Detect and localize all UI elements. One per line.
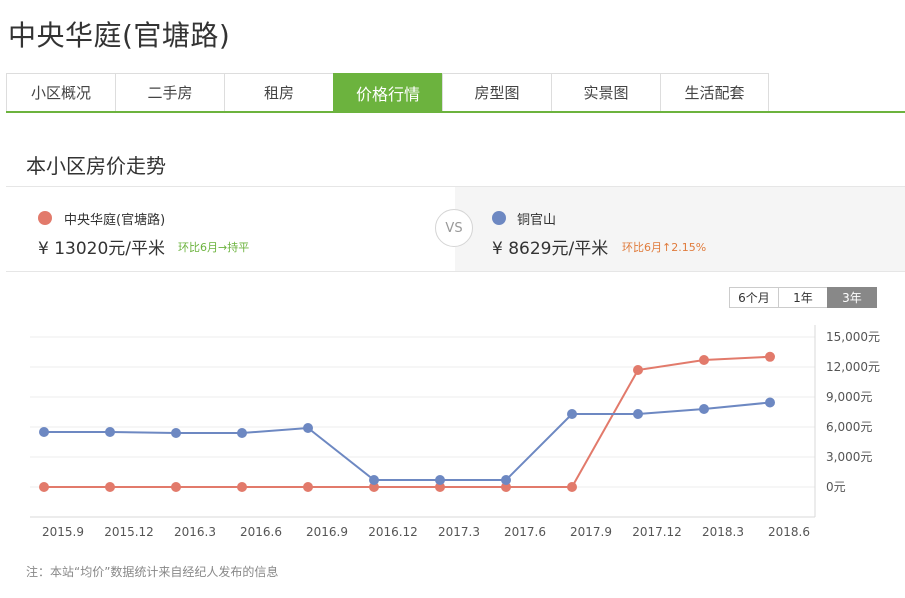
y-tick-label: 12,000元 bbox=[826, 360, 880, 374]
series-line-community bbox=[44, 355, 771, 488]
district-change: 环比6月↑2.15% bbox=[622, 241, 707, 254]
data-point-community bbox=[171, 482, 181, 492]
tab-bar: 小区概况 二手房 租房 价格行情 房型图 实景图 生活配套 bbox=[6, 73, 769, 112]
y-tick-label: 9,000元 bbox=[826, 390, 872, 404]
data-point-community bbox=[303, 482, 313, 492]
data-point-community bbox=[633, 365, 643, 375]
x-tick-label: 2018.3 bbox=[702, 525, 744, 539]
data-point-district bbox=[699, 404, 709, 414]
data-point-district bbox=[435, 475, 445, 485]
data-point-district bbox=[303, 423, 313, 433]
data-point-district bbox=[171, 428, 181, 438]
tab-price-trend[interactable]: 价格行情 bbox=[333, 73, 442, 112]
tab-underline bbox=[6, 111, 905, 113]
page-title: 中央华庭(官塘路) bbox=[8, 19, 231, 52]
data-point-community bbox=[501, 482, 511, 492]
range-1-year-button[interactable]: 1年 bbox=[778, 287, 828, 308]
tab-photos[interactable]: 实景图 bbox=[551, 73, 660, 112]
community-name: 中央华庭(官塘路) bbox=[64, 213, 166, 228]
x-tick-label: 2015.9 bbox=[42, 525, 84, 539]
y-tick-label: 0元 bbox=[826, 480, 846, 494]
price-trend-chart: 0元 3,000元 6,000元 9,000元 12,000元 15,000元 2015.9… bbox=[30, 325, 880, 539]
district-name: 铜官山 bbox=[517, 213, 557, 228]
vs-badge: VS bbox=[435, 209, 473, 247]
data-point-district bbox=[567, 409, 577, 419]
tab-floor-plans[interactable]: 房型图 bbox=[442, 73, 551, 112]
data-point-district bbox=[369, 475, 379, 485]
data-point-district bbox=[39, 427, 49, 437]
data-point-community bbox=[699, 355, 709, 365]
x-tick-label: 2016.9 bbox=[306, 525, 348, 539]
data-point-district bbox=[105, 427, 115, 437]
y-tick-label: 6,000元 bbox=[826, 420, 872, 434]
x-tick-label: 2016.12 bbox=[368, 525, 418, 539]
y-tick-label: 15,000元 bbox=[826, 330, 880, 344]
x-tick-label: 2018.6 bbox=[768, 525, 810, 539]
y-tick-label: 3,000元 bbox=[826, 450, 872, 464]
section-title: 本小区房价走势 bbox=[26, 154, 166, 178]
compare-left-panel: 中央华庭(官塘路) ¥ 13020元/平米 环比6月→持平 bbox=[6, 187, 455, 271]
data-point-district bbox=[501, 475, 511, 485]
x-tick-label: 2015.12 bbox=[104, 525, 154, 539]
data-point-community bbox=[39, 482, 49, 492]
time-range-selector: 6个月 1年 3年 bbox=[729, 287, 877, 308]
x-tick-label: 2016.3 bbox=[174, 525, 216, 539]
x-tick-label: 2017.12 bbox=[632, 525, 682, 539]
tab-overview[interactable]: 小区概况 bbox=[6, 73, 115, 112]
price-comparison: 中央华庭(官塘路) ¥ 13020元/平米 环比6月→持平 铜官山 ¥ 8629… bbox=[6, 186, 905, 272]
tab-amenities[interactable]: 生活配套 bbox=[660, 73, 769, 112]
x-tick-label: 2017.9 bbox=[570, 525, 612, 539]
data-point-community bbox=[765, 351, 775, 362]
x-tick-label: 2017.3 bbox=[438, 525, 480, 539]
footnote: 注：本站“均价”数据统计来自经纪人发布的信息 bbox=[26, 565, 279, 579]
data-point-community bbox=[105, 482, 115, 492]
series-line-district bbox=[44, 401, 771, 481]
community-change: 环比6月→持平 bbox=[178, 241, 250, 254]
compare-right-panel: 铜官山 ¥ 8629元/平米 环比6月↑2.15% bbox=[455, 187, 905, 271]
range-6-months-button[interactable]: 6个月 bbox=[729, 287, 779, 308]
range-3-years-button[interactable]: 3年 bbox=[827, 287, 877, 308]
data-point-community bbox=[567, 482, 577, 492]
tab-rent[interactable]: 租房 bbox=[224, 73, 333, 112]
district-price: ¥ 8629元/平米 bbox=[492, 239, 609, 259]
data-point-community bbox=[237, 482, 247, 492]
tab-second-hand[interactable]: 二手房 bbox=[115, 73, 224, 112]
data-point-district bbox=[765, 397, 775, 408]
community-price: ¥ 13020元/平米 bbox=[38, 239, 166, 259]
series-dot-right bbox=[492, 211, 506, 225]
series-dot-left bbox=[38, 211, 52, 225]
data-point-district bbox=[633, 409, 643, 419]
data-point-community bbox=[435, 482, 445, 492]
data-point-district bbox=[237, 428, 247, 438]
data-point-community bbox=[369, 482, 379, 492]
x-tick-label: 2017.6 bbox=[504, 525, 546, 539]
x-tick-label: 2016.6 bbox=[240, 525, 282, 539]
